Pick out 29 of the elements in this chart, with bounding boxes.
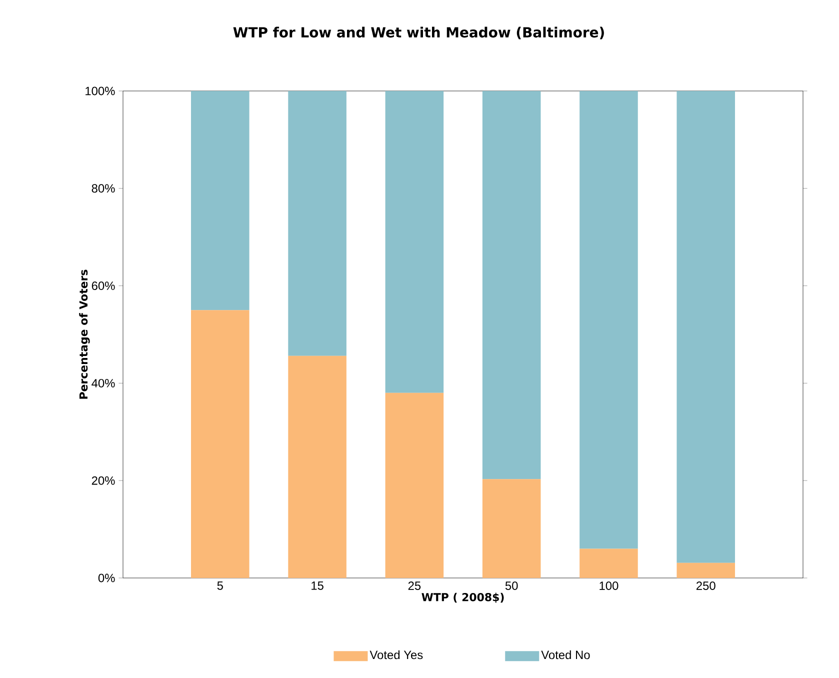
y-axis-title: Percentage of Voters [79,270,90,399]
bar [676,562,736,578]
y-tick-label: 80% [92,184,115,193]
x-tick-label: 5 [217,582,223,590]
x-axis-title: WTP ( 2008$) [422,592,504,603]
bar [385,392,444,578]
bar [482,90,541,480]
bar [482,479,541,578]
y-tick-label: 20% [92,476,115,485]
legend-label: Voted Yes [370,650,423,660]
y-tick-label: 60% [92,282,115,290]
x-tick-label: 15 [312,582,324,590]
bar [580,90,638,549]
bar [191,310,250,578]
legend-label: Voted No [541,650,590,660]
bar [288,90,346,356]
bar [676,90,736,563]
y-tick-label: 40% [92,378,115,388]
x-tick-label: 100 [600,582,618,590]
x-tick-label: 25 [408,582,421,590]
bar [580,548,638,578]
y-tick-label: 0% [98,574,115,582]
bar [385,90,444,393]
bar [191,90,250,310]
x-tick-label: 250 [696,582,716,590]
x-tick-label: 50 [505,582,518,590]
bar [288,356,346,578]
chart-title: WTP for Low and Wet with Meadow (Baltimore) [233,26,604,40]
y-tick-label: 100% [86,86,115,96]
